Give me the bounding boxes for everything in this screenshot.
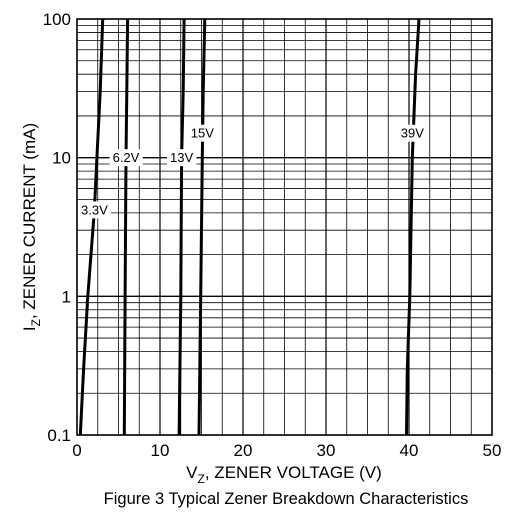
curve-label-layer: 3.3V 6.2V 13V 15V 39V (78, 124, 428, 219)
x-tick-label: 0 (72, 441, 81, 460)
x-tick-label: 40 (400, 441, 419, 460)
curve-label-bg (397, 124, 428, 142)
y-axis-title: IZ, ZENER CURRENT (mA) (20, 123, 43, 331)
curve-label-group: 15V (187, 124, 218, 142)
y-tick-label: 0.1 (47, 426, 71, 445)
x-tick-labels: 0 10 20 30 40 50 (72, 441, 501, 460)
x-tick-label: 50 (483, 441, 502, 460)
curve-label: 39V (401, 126, 424, 141)
curve-39v (405, 18, 421, 436)
plot-frame (76, 18, 493, 436)
y-tick-label: 100 (43, 10, 71, 29)
x-tick-label: 20 (234, 441, 253, 460)
curve-label-group: 3.3V (78, 201, 112, 219)
curve-label-group: 13V (167, 149, 197, 167)
curve-label-group: 6.2V (109, 149, 143, 167)
x-tick-label: 10 (151, 441, 170, 460)
x-tick-label: 30 (317, 441, 336, 460)
curve-layer (78, 18, 421, 436)
curve-label-bg (167, 149, 197, 167)
figure-caption: Figure 3 Typical Zener Breakdown Charact… (104, 490, 469, 508)
curve-label: 3.3V (81, 202, 108, 217)
curve-label: 13V (170, 150, 193, 165)
curve-label-bg (109, 149, 143, 167)
y-tick-label: 10 (52, 149, 71, 168)
curve-label: 6.2V (113, 150, 140, 165)
curve-3-3v (78, 18, 105, 436)
curve-label: 15V (191, 126, 214, 141)
plot-grid (76, 18, 493, 436)
curve-label-group: 39V (397, 124, 428, 142)
curve-15v (197, 18, 207, 436)
x-axis-title: VZ, ZENER VOLTAGE (V) (186, 463, 382, 486)
curve-13v (177, 18, 186, 436)
y-tick-label: 1 (62, 287, 71, 306)
curve-6-2v (122, 18, 130, 436)
curve-label-bg (78, 201, 112, 219)
y-tick-labels: 0.1 1 10 100 (43, 10, 71, 445)
curve-label-bg (187, 124, 218, 142)
